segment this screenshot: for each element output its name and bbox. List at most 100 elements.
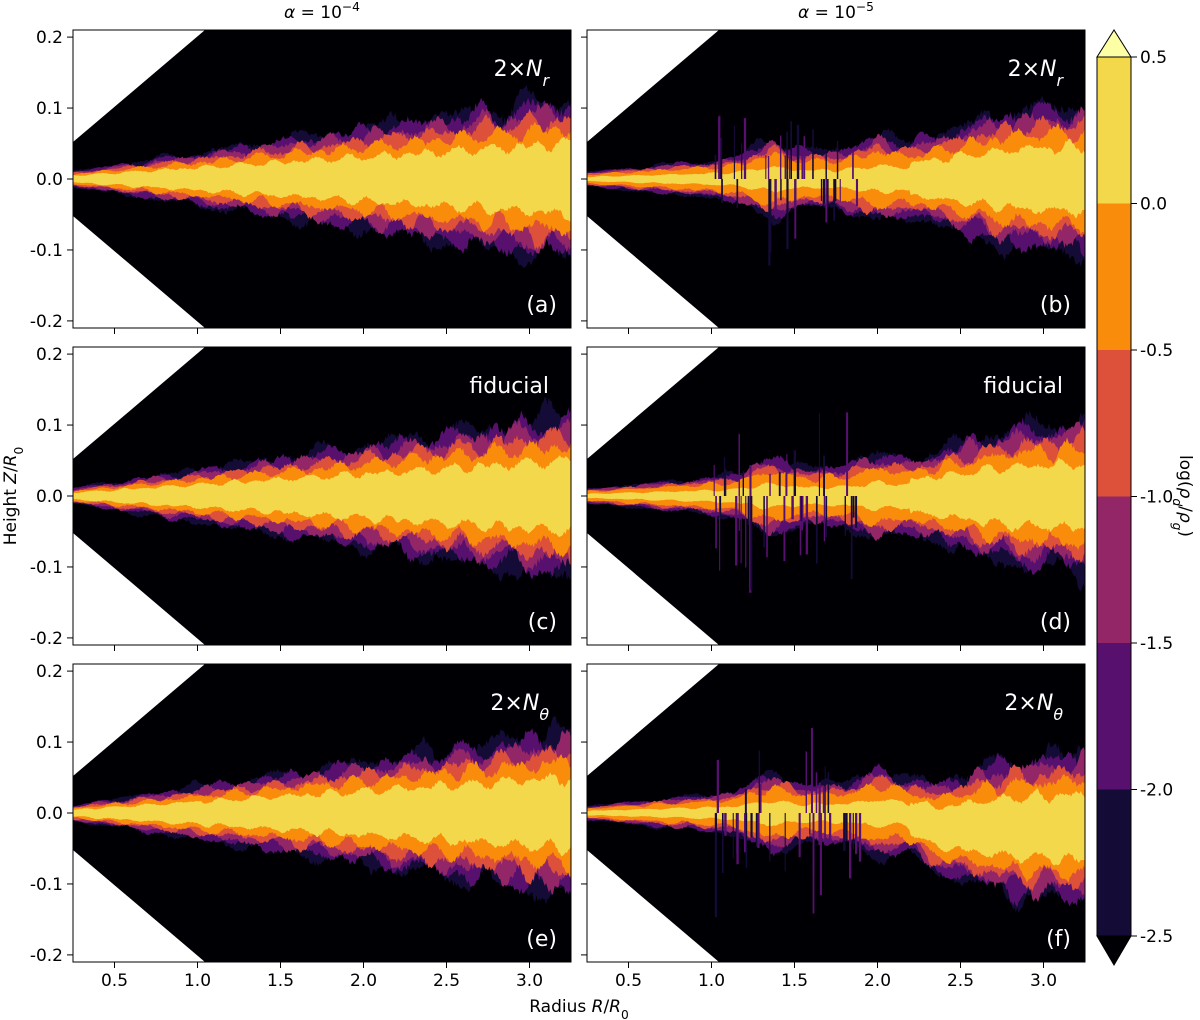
text-part: fiducial [469,374,549,399]
text-part: Z [1,472,21,485]
dust-layer [587,457,1085,533]
y-tick-label: -0.2 [30,946,63,966]
text-part: N [1040,57,1056,82]
y-tick-label: -0.1 [30,558,63,578]
dust-layer [587,138,1085,218]
x-tick-label: 3.0 [1030,971,1057,991]
run-label: fiducial [983,374,1063,399]
run-label: 2×Nθ [1004,691,1063,724]
text-part: 0 [12,447,26,455]
panel-field [73,30,571,328]
domain-wedge [73,347,205,460]
x-tick-label: 1.0 [698,971,725,991]
panel: 0.5 1.0 1.5 2.0 2.5 3.0 2×Nθ (f) [581,663,1086,991]
y-tick-label: 0.0 [36,170,63,190]
y-tick-label: 0.2 [36,345,63,365]
x-tick-label: 2.0 [864,971,891,991]
x-tick-label: 2.5 [433,971,460,991]
colorbar-tick-label: 0.5 [1140,48,1167,68]
panel-field [587,30,1085,328]
y-tick-label: 0.1 [36,416,63,436]
colorbar-extend-over [1096,29,1132,58]
run-label: fiducial [469,374,549,399]
text-part: ρ [1175,512,1195,523]
colorbar-tick-label: -2.5 [1140,927,1173,947]
text-part: Height [1,484,21,546]
colorbar-bin [1097,350,1131,497]
text-part: g [1170,523,1184,531]
colorbar-tick-label: -1.0 [1140,488,1173,508]
text-part: θ [539,705,549,724]
domain-wedge [587,347,719,460]
dust-layer [73,455,571,537]
column-title: α = 10−5 [798,0,874,23]
run-label: 2×Nr [494,57,551,90]
run-label: 2×Nr [1008,57,1065,90]
domain-wedge [73,215,205,328]
text-part: α [284,3,295,23]
text-part: N [526,57,542,82]
text-part: N [1037,691,1053,716]
panel-letter: (f) [1046,927,1071,952]
x-tick-label: 3.0 [516,971,543,991]
panel: -0.2 -0.1 0.0 0.1 0.2 α = 10−4 2×Nr (a) [30,0,572,334]
column-title: α = 10−4 [284,0,360,23]
text-part: 0 [621,1008,629,1020]
dust-layer [73,136,571,222]
run-label: 2×Nθ [490,691,549,724]
y-tick-label: -0.2 [30,312,63,332]
text-part: ) [1175,530,1195,537]
panel-letter: (a) [526,293,557,318]
text-part: / [603,997,609,1017]
x-tick-label: 1.5 [267,971,294,991]
colorbar-bin [1097,57,1131,204]
domain-wedge [587,664,719,777]
colorbar-bin [1097,496,1131,643]
panel-field [73,347,571,645]
domain-wedge [73,664,205,777]
colorbar-bin [1097,643,1131,790]
y-tick-label: 0.2 [36,662,63,682]
dust-layer [587,788,1085,866]
panel: -0.2 -0.1 0.0 0.1 0.2 fiducial (c) [30,345,572,651]
y-tick-label: 0.0 [36,804,63,824]
colorbar-tick-label: 0.0 [1140,195,1167,215]
colorbar-bin [1097,203,1131,350]
panel-field [587,347,1085,645]
text-part: 2× [494,57,526,82]
panel: fiducial (d) [581,346,1086,651]
dust-layer [587,774,1085,883]
text-part: 2× [490,691,522,716]
panel: 0.5 1.0 1.5 2.0 2.5 3.0 -0.2 -0.1 0.0 0.1 0.2 2×Nθ (… [30,662,572,991]
panel-field [73,664,571,962]
text-part: fiducial [983,374,1063,399]
colorbar-bin [1097,789,1131,936]
text-part: α [798,3,809,23]
x-tick-label: 2.5 [947,971,974,991]
x-tick-label: 0.5 [615,971,642,991]
text-part: ρ [1175,488,1195,499]
text-part: log( [1175,455,1195,488]
text-part: d [1170,498,1184,506]
text-part: r [1056,71,1064,90]
x-tick-label: 1.5 [781,971,808,991]
text-part: R [1,454,21,466]
dust-layer [73,772,571,857]
domain-wedge [587,532,719,645]
y-tick-label: -0.1 [30,875,63,895]
text-part: Radius [529,997,591,1017]
colorbar-extend-under [1096,935,1132,966]
panel-field [587,664,1085,962]
text-part: 2× [1008,57,1040,82]
domain-wedge [587,30,719,143]
text-part: / [1,466,21,472]
text-part: 2× [1004,691,1036,716]
text-part: R [592,997,604,1017]
y-axis-label: Height Z/R0 [1,447,26,546]
text-part: R [609,997,621,1017]
text-part: = 10 [295,3,342,23]
y-tick-label: 0.1 [36,733,63,753]
panel-letter: (d) [1040,610,1071,635]
